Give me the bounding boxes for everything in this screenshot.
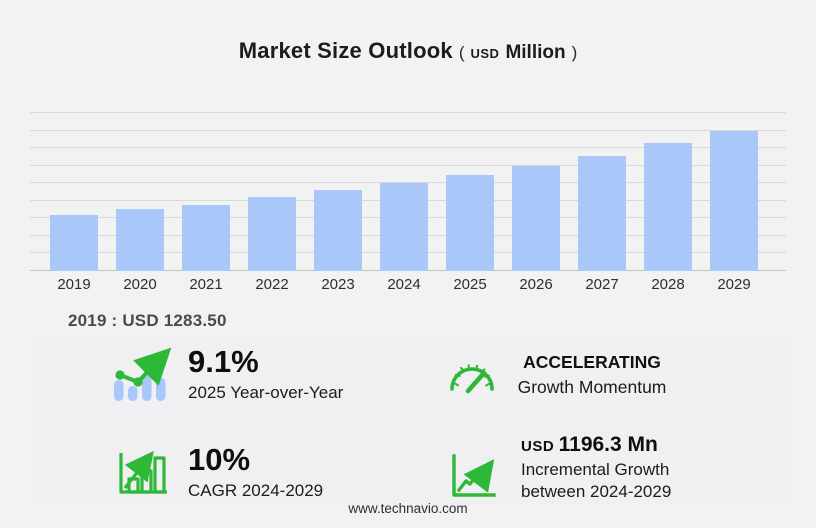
- bar-chart-plot: [30, 112, 786, 271]
- gridline: [30, 112, 786, 113]
- x-tick-label-2022: 2022: [255, 276, 289, 293]
- bar-2025: [446, 175, 494, 271]
- momentum-label: Growth Momentum: [517, 377, 667, 397]
- speedometer-icon: [450, 364, 494, 394]
- stat-cagr: 10% CAGR 2024-2029: [188, 443, 323, 502]
- bar-2024: [380, 183, 428, 271]
- title-currency: USD: [470, 46, 500, 61]
- momentum-value: ACCELERATING: [523, 352, 661, 372]
- bar-2026: [512, 165, 560, 271]
- title-unit: Million: [505, 42, 566, 63]
- bar-2020: [116, 209, 164, 271]
- x-tick-label-2026: 2026: [519, 276, 553, 293]
- incremental-currency: USD: [521, 438, 555, 455]
- x-tick-label-2028: 2028: [651, 276, 685, 293]
- footer-url: www.technavio.com: [348, 501, 468, 516]
- x-tick-label-2025: 2025: [453, 276, 487, 293]
- base-year-value-label: 2019 : USD 1283.50: [68, 311, 227, 330]
- bar-2023: [314, 189, 362, 271]
- stat-yoy: 9.1% 2025 Year-over-Year: [188, 345, 343, 404]
- yoy-label: 2025 Year-over-Year: [188, 383, 344, 402]
- bar-2029: [710, 130, 758, 271]
- cagr-value: 10%: [188, 442, 251, 477]
- x-tick-label-2021: 2021: [189, 276, 223, 293]
- x-tick-label-2027: 2027: [585, 276, 619, 293]
- stat-momentum: ACCELERATING Growth Momentum: [497, 350, 687, 399]
- title-paren-open: (: [458, 43, 465, 62]
- x-tick-label-2019: 2019: [57, 276, 91, 293]
- incremental-label-line2: between 2024-2029: [521, 482, 672, 501]
- cagr-label: CAGR 2024-2029: [188, 481, 324, 500]
- x-tick-label-2020: 2020: [123, 276, 157, 293]
- x-tick-label-2029: 2029: [717, 276, 751, 293]
- cagr-growth-chart-icon: [119, 450, 167, 494]
- title-paren-close: ): [571, 43, 578, 62]
- yoy-bar-trend-icon: [114, 347, 172, 401]
- gridline: [30, 129, 786, 131]
- yoy-value: 9.1%: [188, 344, 259, 379]
- incremental-value: USD 1196.3 Mn: [521, 432, 671, 459]
- x-tick-label-2023: 2023: [321, 276, 355, 293]
- incremental-label-line1: Incremental Growth: [521, 460, 670, 479]
- bar-2022: [248, 196, 296, 271]
- incremental-growth-line-icon: [452, 454, 496, 497]
- stat-incremental: USD 1196.3 Mn Incremental Growth between…: [521, 432, 671, 503]
- bar-2019: [50, 214, 98, 271]
- x-axis-labels: 2019 2020 2021 2022 2023 2024 2025 2026 2027 2028…: [30, 276, 786, 296]
- bar-2021: [182, 204, 230, 271]
- gridline: [30, 164, 786, 166]
- bar-2027: [578, 156, 626, 271]
- gridline: [30, 147, 786, 149]
- page-title: Market Size Outlook ( USD Million ): [0, 38, 816, 64]
- title-text: Market Size Outlook: [238, 38, 453, 63]
- x-tick-label-2024: 2024: [387, 276, 421, 293]
- gridline: [30, 182, 786, 184]
- bar-2028: [644, 143, 692, 271]
- incremental-amount: 1196.3 Mn: [558, 433, 658, 456]
